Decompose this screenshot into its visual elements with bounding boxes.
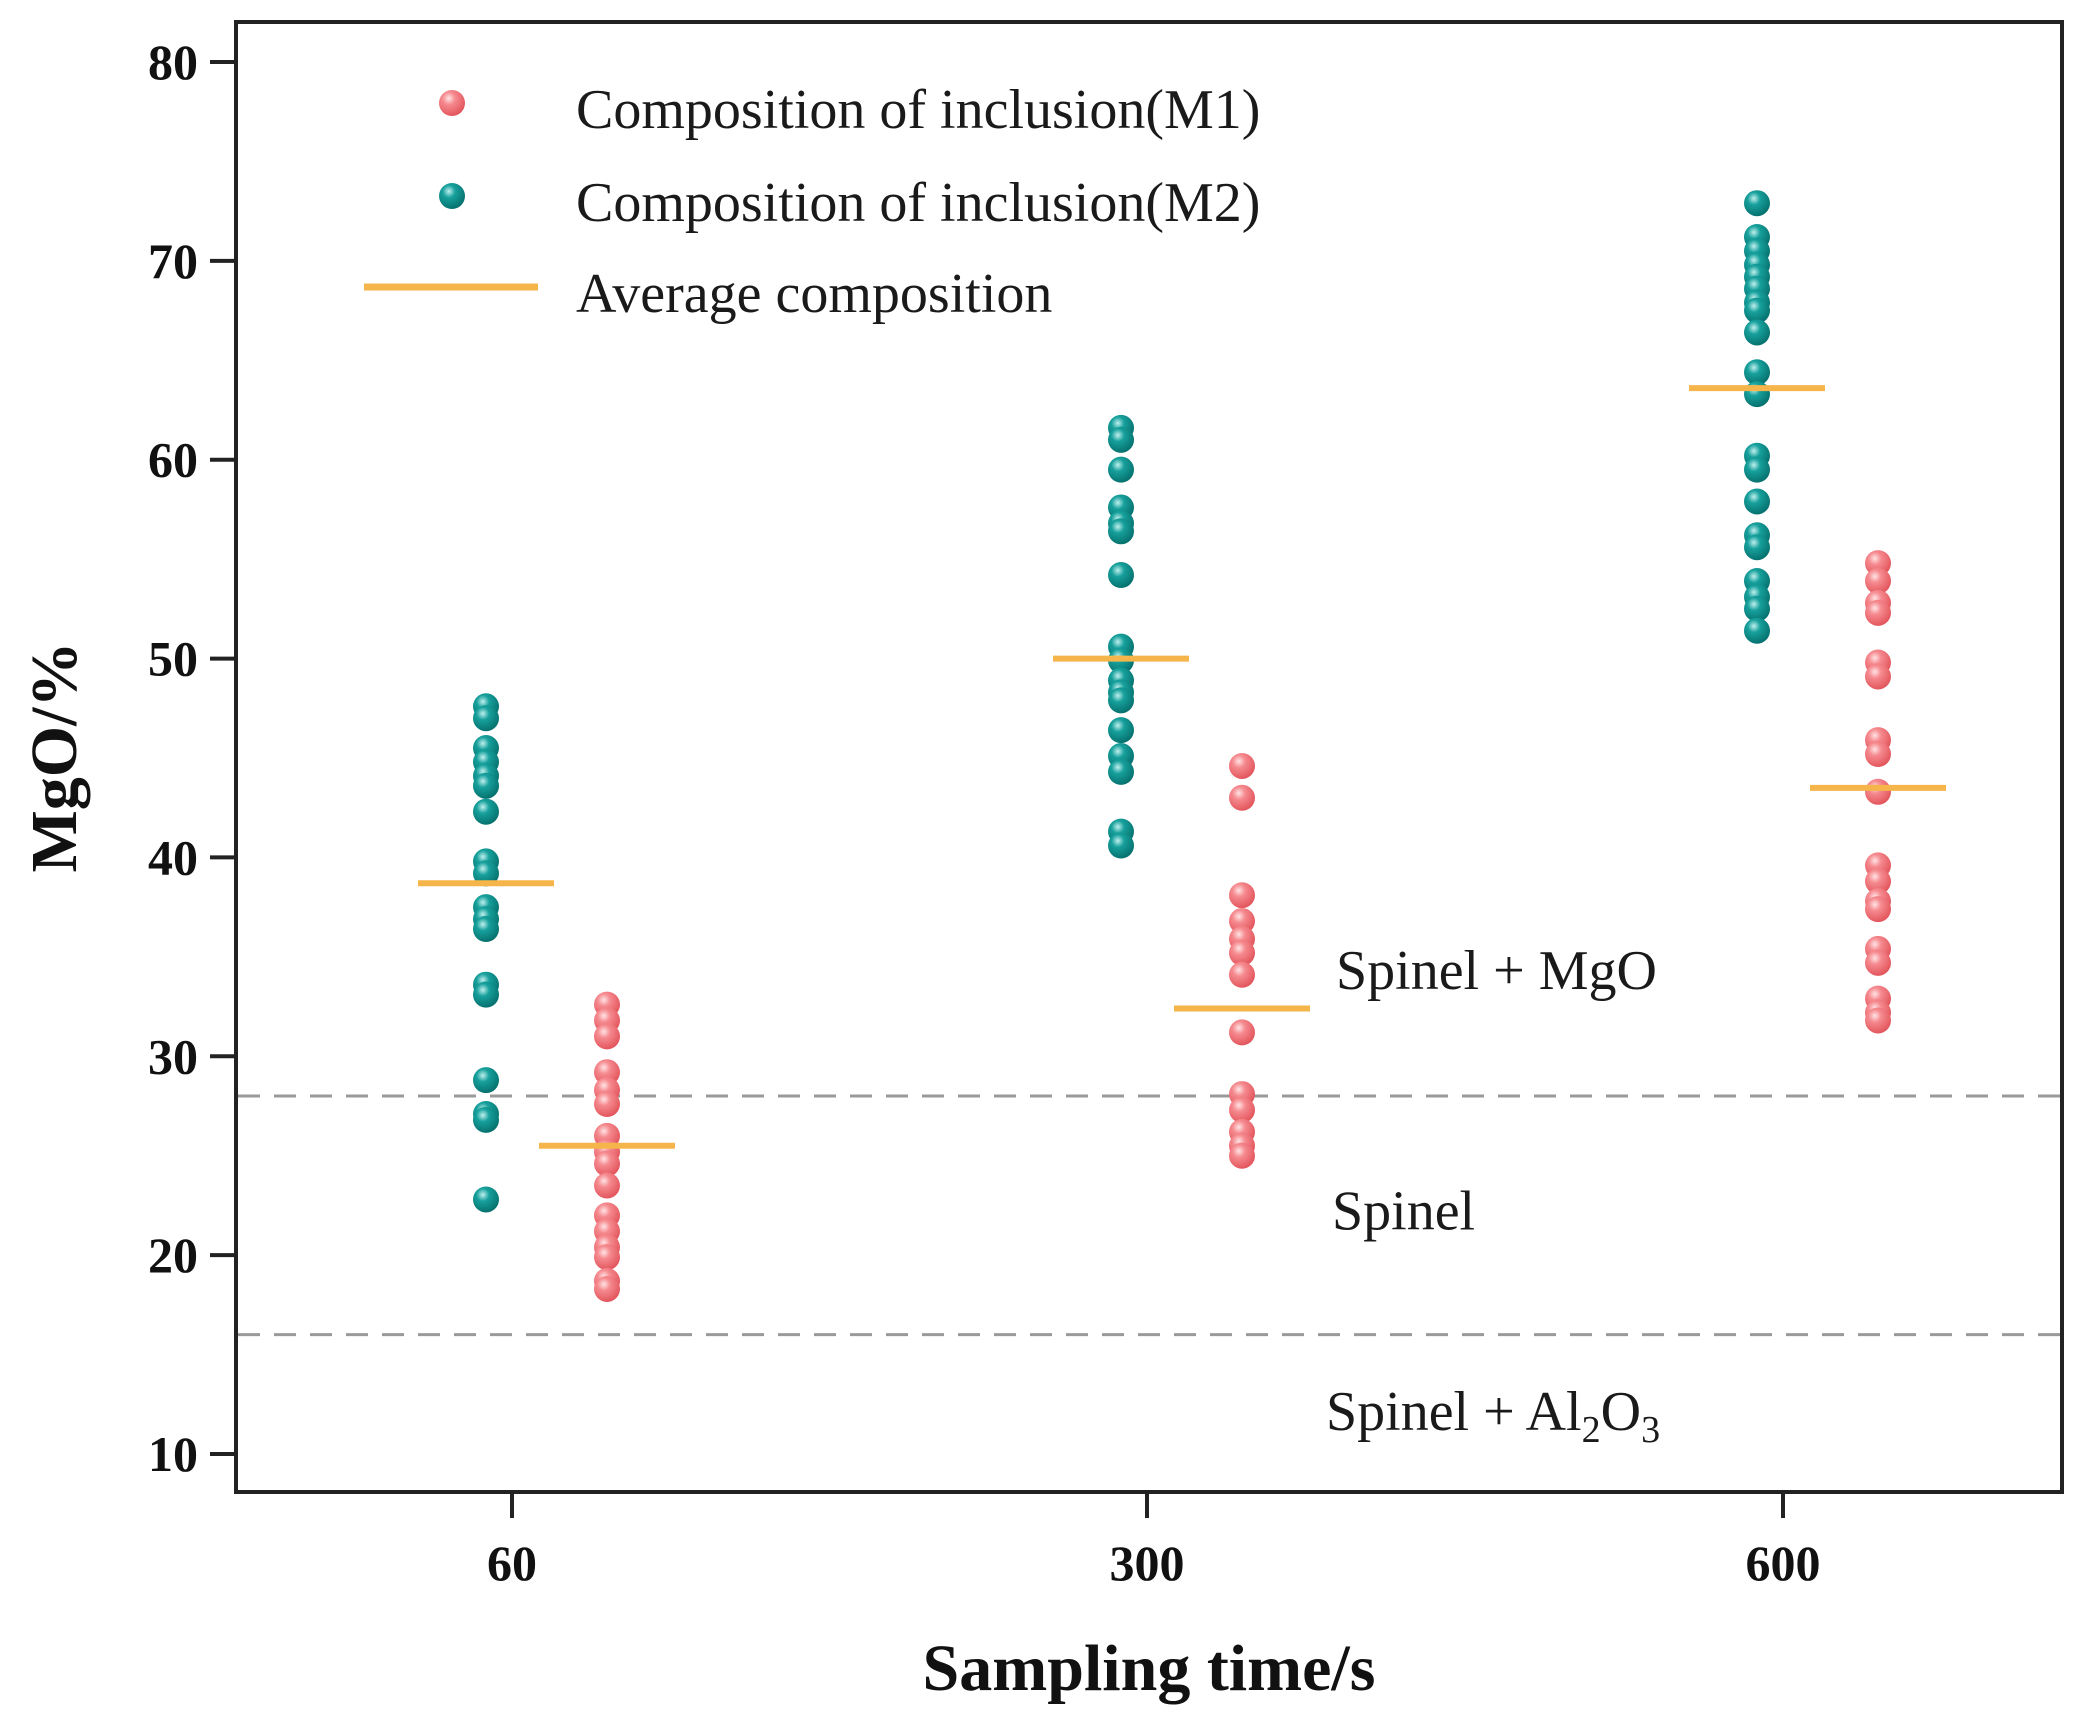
y-tick-label-80: 80 <box>148 34 198 90</box>
y-axis-title: MgO/% <box>18 642 91 873</box>
point-m2-300-1 <box>1108 426 1134 453</box>
x-tick-label-300: 300 <box>1110 1535 1185 1591</box>
legend-marker-m1 <box>439 90 465 116</box>
average-markers <box>418 385 1946 1149</box>
point-m1-300-9 <box>1229 1096 1255 1123</box>
point-m2-600-12 <box>1744 456 1770 483</box>
x-axis-title: Sampling time/s <box>923 1632 1376 1705</box>
point-m1-600-1 <box>1865 568 1891 595</box>
point-m2-600-10 <box>1744 381 1770 408</box>
point-m2-600-18 <box>1744 595 1770 622</box>
point-m1-600-5 <box>1865 663 1891 690</box>
plot-frame <box>234 20 2064 1494</box>
y-tick-label-30: 30 <box>148 1028 198 1084</box>
legend-label-average: Average composition <box>576 263 1052 325</box>
point-m2-60-8 <box>473 860 499 887</box>
point-m2-300-12 <box>1108 717 1134 744</box>
legend: Composition of inclusion(M1) Composition… <box>364 79 1260 325</box>
point-m2-300-5 <box>1108 518 1134 545</box>
point-m1-300-2 <box>1229 882 1255 909</box>
y-axis: 10 20 30 40 50 60 70 80 <box>148 34 236 1482</box>
y-tick-label-70: 70 <box>148 233 198 289</box>
point-m2-60-5 <box>473 772 499 799</box>
x-tick-label-60: 60 <box>487 1535 537 1591</box>
point-m2-300-2 <box>1108 456 1134 483</box>
point-m1-300-7 <box>1229 1019 1255 1046</box>
point-m2-300-16 <box>1108 832 1134 859</box>
point-m2-300-14 <box>1108 758 1134 785</box>
region-label-spinel-al2o3-sub1: 2 <box>1582 1409 1601 1451</box>
boundary-lines <box>238 1094 2060 1337</box>
x-axis: 60 300 600 <box>487 1492 1821 1591</box>
data-points <box>473 190 1891 1302</box>
region-labels: Spinel + MgO Spinel Spinel + Al2O3 <box>1326 940 1660 1451</box>
point-m2-600-15 <box>1744 534 1770 561</box>
y-tick-label-20: 20 <box>148 1227 198 1283</box>
y-tick-label-40: 40 <box>148 829 198 885</box>
point-m1-600-10 <box>1865 868 1891 895</box>
legend-label-m1: Composition of inclusion(M1) <box>576 79 1260 141</box>
y-tick-label-10: 10 <box>148 1426 198 1482</box>
point-m2-300-11 <box>1108 687 1134 714</box>
point-m1-60-13 <box>594 1244 620 1271</box>
region-label-spinel-al2o3-mid: O <box>1601 1381 1641 1443</box>
region-label-spinel: Spinel <box>1332 1180 1475 1242</box>
point-m1-600-8 <box>1865 778 1891 805</box>
point-m1-60-2 <box>594 1023 620 1050</box>
point-m2-60-13 <box>473 981 499 1008</box>
x-tick-label-600: 600 <box>1746 1535 1821 1591</box>
point-m1-60-8 <box>594 1150 620 1177</box>
region-label-spinel-mgo: Spinel + MgO <box>1336 940 1657 1002</box>
legend-marker-m2 <box>439 183 465 209</box>
point-m1-300-5 <box>1229 939 1255 966</box>
point-m2-60-16 <box>473 1106 499 1133</box>
point-m1-600-14 <box>1865 949 1891 976</box>
point-m1-60-9 <box>594 1172 620 1199</box>
point-m2-60-17 <box>473 1186 499 1213</box>
point-m2-60-11 <box>473 916 499 943</box>
point-m1-300-1 <box>1229 784 1255 811</box>
region-label-spinel-al2o3-sub2: 3 <box>1641 1409 1660 1451</box>
point-m1-600-0 <box>1865 550 1891 577</box>
point-m2-600-0 <box>1744 190 1770 217</box>
point-m2-600-19 <box>1744 617 1770 644</box>
point-m2-300-6 <box>1108 562 1134 589</box>
point-m2-600-13 <box>1744 488 1770 515</box>
point-m1-600-12 <box>1865 896 1891 923</box>
point-m1-600-7 <box>1865 741 1891 768</box>
point-m1-300-6 <box>1229 961 1255 988</box>
point-m1-300-12 <box>1229 1142 1255 1169</box>
region-label-spinel-al2o3-main: Spinel + Al <box>1326 1381 1582 1443</box>
point-m1-60-5 <box>594 1091 620 1118</box>
point-m1-600-17 <box>1865 1007 1891 1034</box>
point-m2-60-6 <box>473 798 499 825</box>
point-m2-600-8 <box>1744 319 1770 346</box>
point-m1-60-3 <box>594 1059 620 1086</box>
point-m2-60-1 <box>473 705 499 732</box>
point-m2-600-9 <box>1744 359 1770 386</box>
point-m1-600-3 <box>1865 599 1891 626</box>
point-m2-600-7 <box>1744 297 1770 324</box>
point-m1-300-3 <box>1229 908 1255 935</box>
legend-label-m2: Composition of inclusion(M2) <box>576 172 1260 234</box>
point-m1-60-15 <box>594 1275 620 1302</box>
y-tick-label-60: 60 <box>148 432 198 488</box>
point-m2-60-14 <box>473 1067 499 1094</box>
point-m1-300-0 <box>1229 752 1255 779</box>
y-tick-label-50: 50 <box>148 631 198 687</box>
region-label-spinel-al2o3: Spinel + Al2O3 <box>1326 1381 1660 1451</box>
